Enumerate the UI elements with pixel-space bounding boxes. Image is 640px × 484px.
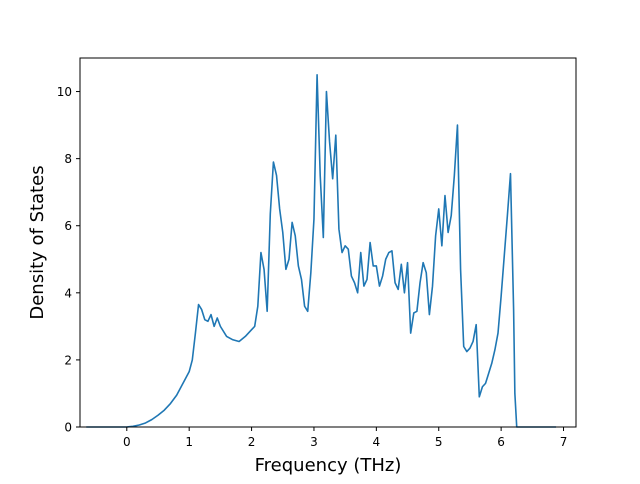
x-tick-label: 6 (497, 435, 505, 449)
x-tick-label: 1 (185, 435, 193, 449)
x-tick-label: 2 (248, 435, 256, 449)
x-tick-label: 0 (123, 435, 131, 449)
x-tick-label: 5 (435, 435, 443, 449)
series-lines (86, 73, 557, 428)
y-tick-label: 4 (64, 286, 72, 300)
y-axis-label: Density of States (27, 165, 48, 319)
y-tick-label: 6 (64, 219, 72, 233)
series-line-0 (86, 73, 557, 428)
plot-frame (79, 57, 577, 428)
y-tick-label: 2 (64, 353, 72, 367)
y-tick-label: 0 (64, 421, 72, 435)
x-tick-label: 3 (310, 435, 318, 449)
x-axis-ticks: 0 1 2 3 4 5 6 7 (123, 427, 567, 449)
y-axis-ticks: 0 2 4 6 8 10 (57, 85, 80, 435)
x-tick-label: 7 (560, 435, 568, 449)
y-tick-label: 10 (57, 85, 72, 99)
x-axis-label: Frequency (THz) (255, 455, 402, 476)
y-tick-label: 8 (64, 152, 72, 166)
x-tick-label: 4 (373, 435, 381, 449)
